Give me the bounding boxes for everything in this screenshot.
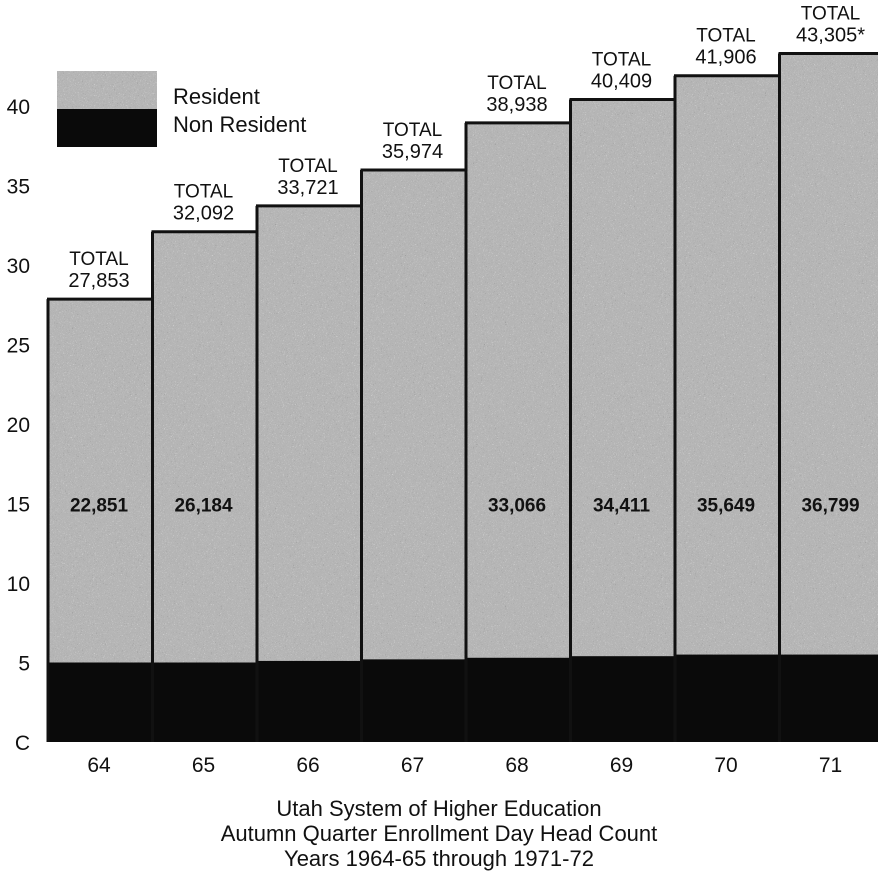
caption-line-3: Years 1964-65 through 1971-72 <box>284 846 594 871</box>
x-tick-label: 66 <box>296 754 319 777</box>
bar-non-resident <box>360 659 465 742</box>
resident-value-label: 22,851 <box>70 496 129 517</box>
total-value-label: 43,305* <box>796 24 865 46</box>
total-value-label: 33,721 <box>277 177 338 199</box>
x-tick-label: 69 <box>610 754 633 777</box>
y-tick-label: 5 <box>18 653 30 676</box>
total-label-word: TOTAL <box>69 249 128 270</box>
y-tick-label: 30 <box>7 255 30 278</box>
bar-non-resident <box>778 654 878 742</box>
y-axis: C 5 10 15 20 25 30 35 40 <box>7 96 30 755</box>
legend-swatch-resident-texture <box>57 71 157 109</box>
bar-resident-texture <box>151 231 256 663</box>
bar-non-resident <box>256 660 360 742</box>
x-tick-label: 65 <box>192 754 215 777</box>
bar-non-resident <box>569 656 674 742</box>
total-label-word: TOTAL <box>592 49 651 70</box>
legend-label-non-resident: Non Resident <box>173 112 306 137</box>
y-tick-label: 15 <box>7 494 30 517</box>
resident-value-label: 35,649 <box>697 496 755 517</box>
total-value-label: 32,092 <box>173 203 234 225</box>
bar-non-resident <box>151 662 256 742</box>
bars: TOTAL27,85322,85164TOTAL32,09226,18465TO… <box>46 3 878 777</box>
y-tick-label: 35 <box>7 176 30 199</box>
total-label-word: TOTAL <box>801 3 860 24</box>
total-value-label: 40,409 <box>591 70 652 92</box>
resident-value-label: 33,066 <box>488 496 546 517</box>
bar-non-resident <box>674 654 778 742</box>
bar-resident-texture <box>360 170 465 660</box>
x-tick-label: 71 <box>819 754 842 777</box>
y-tick-label: 25 <box>7 335 30 358</box>
total-value-label: 38,938 <box>486 94 547 116</box>
y-tick-label: 40 <box>7 96 30 119</box>
y-tick-label: 20 <box>7 414 30 437</box>
bar-resident-texture <box>256 205 360 661</box>
bar-non-resident <box>465 657 569 742</box>
total-label-word: TOTAL <box>383 120 442 141</box>
x-tick-label: 64 <box>87 754 111 777</box>
legend: Resident Non Resident <box>57 71 306 147</box>
y-tick-label: 10 <box>7 573 30 596</box>
total-label-word: TOTAL <box>174 182 233 203</box>
total-label-word: TOTAL <box>487 73 546 94</box>
total-label-word: TOTAL <box>278 156 337 177</box>
resident-value-label: 26,184 <box>174 496 233 517</box>
bar-resident-texture <box>465 122 569 658</box>
total-value-label: 41,906 <box>695 47 756 69</box>
y-tick-label: C <box>15 732 30 755</box>
resident-value-label: 34,411 <box>593 496 650 517</box>
bar-resident-texture <box>569 99 674 657</box>
caption-line-1: Utah System of Higher Education <box>276 796 602 821</box>
bar-non-resident <box>47 662 151 742</box>
x-tick-label: 67 <box>401 754 424 777</box>
bar-resident-texture <box>47 299 151 663</box>
legend-swatch-non-resident <box>57 109 157 147</box>
caption-line-2: Autumn Quarter Enrollment Day Head Count <box>220 821 658 846</box>
total-label-word: TOTAL <box>696 26 755 47</box>
total-value-label: 35,974 <box>382 141 443 163</box>
x-tick-label: 68 <box>505 754 528 777</box>
x-tick-label: 70 <box>714 754 737 777</box>
total-value-label: 27,853 <box>68 270 129 292</box>
legend-label-resident: Resident <box>173 84 260 109</box>
resident-value-label: 36,799 <box>801 496 859 517</box>
bar-resident-texture <box>778 53 878 655</box>
bar-resident-texture <box>674 75 778 655</box>
